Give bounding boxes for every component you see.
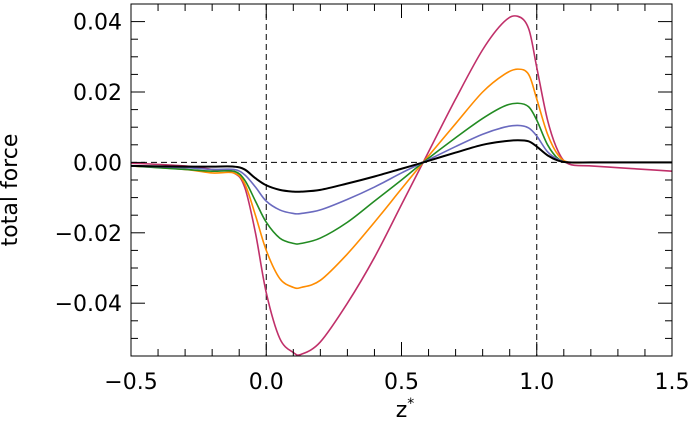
x-tick-label-0: −0.5: [104, 370, 157, 395]
series-line-4: [130, 139, 672, 193]
y-tick-label-2: 0.00: [73, 151, 122, 176]
x-tick-label-2: 0.5: [384, 370, 419, 395]
y-tick-label-1: −0.02: [55, 222, 122, 247]
series-line-0: [130, 15, 673, 356]
series-line-1: [130, 68, 672, 290]
y-tick-label-3: 0.02: [73, 81, 122, 106]
ticks-layer: [130, 3, 673, 357]
x-axis-label-superscript: *: [407, 396, 414, 412]
x-tick-label-1: 0.0: [249, 370, 284, 395]
y-tick-label-0: −0.04: [55, 292, 122, 317]
x-tick-label-3: 1.0: [519, 370, 554, 395]
y-axis-label: total force: [0, 134, 23, 247]
x-axis-label-main: z: [396, 398, 408, 423]
series-layer: [130, 15, 673, 356]
x-tick-label-4: 1.5: [655, 370, 690, 395]
tick-labels: −0.5 0.0 0.5 1.0 1.5 −0.04 −0.02 0.00 0.02 0.04: [55, 11, 690, 395]
x-axis-label: z*: [396, 396, 415, 423]
y-tick-label-4: 0.04: [73, 11, 122, 36]
